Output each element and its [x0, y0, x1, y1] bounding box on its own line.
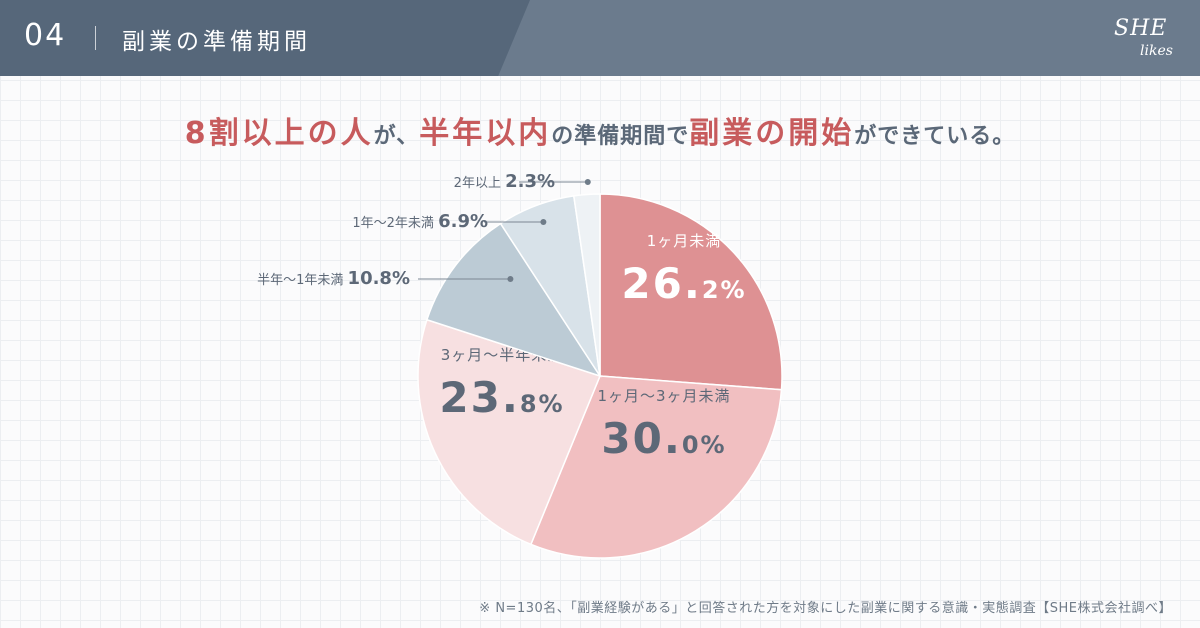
- logo-top-text: SHE: [1114, 16, 1168, 41]
- page-title: 副業の準備期間: [122, 29, 311, 55]
- headline: 8割以上の人が、半年以内の準備期間で副業の開始ができている。: [0, 108, 1200, 152]
- slice-label-outside: 2年以上 2.3%: [454, 171, 555, 192]
- header-bar: 04 副業の準備期間 SHE likes: [0, 0, 1200, 76]
- slice-label: 1ヶ月～3ヶ月未満: [597, 387, 730, 405]
- headline-part: 副業の開始: [689, 116, 855, 151]
- pie-slice: [425, 222, 602, 378]
- logo-bottom-text: likes: [1140, 43, 1173, 59]
- pie-slice: [572, 193, 601, 377]
- pie-slice: [529, 375, 783, 559]
- header-accent-band: [0, 0, 530, 76]
- headline-part: ができている。: [854, 124, 1016, 149]
- footnote: ※ N=130名、「副業経験がある」と回答された方を対象にした副業に関する意識・…: [479, 601, 1172, 616]
- headline-part: 半年以内: [419, 116, 552, 151]
- she-likes-logo: SHE likes: [1110, 16, 1184, 64]
- section-number: 04: [24, 18, 67, 53]
- headline-part: の準備期間で: [551, 124, 690, 149]
- leader-dot: [507, 276, 514, 282]
- slice-value: 23.8%: [439, 373, 564, 422]
- slice-value: 26.2%: [621, 259, 746, 308]
- headline-part: 8割以上の人: [184, 116, 374, 151]
- slice-value: 30.0%: [601, 414, 726, 463]
- leader-dot: [540, 219, 547, 225]
- slice-label: 1ヶ月未満: [647, 232, 722, 250]
- headline-part: が、: [373, 124, 420, 149]
- leader-dot: [584, 179, 591, 185]
- pie-slice: [599, 193, 783, 391]
- header-divider: [95, 26, 96, 50]
- slice-label-outside: 半年～1年未満 10.8%: [257, 268, 410, 289]
- slice-label-outside: 1年～2年未満 6.9%: [352, 211, 488, 232]
- pie-slice: [417, 318, 602, 546]
